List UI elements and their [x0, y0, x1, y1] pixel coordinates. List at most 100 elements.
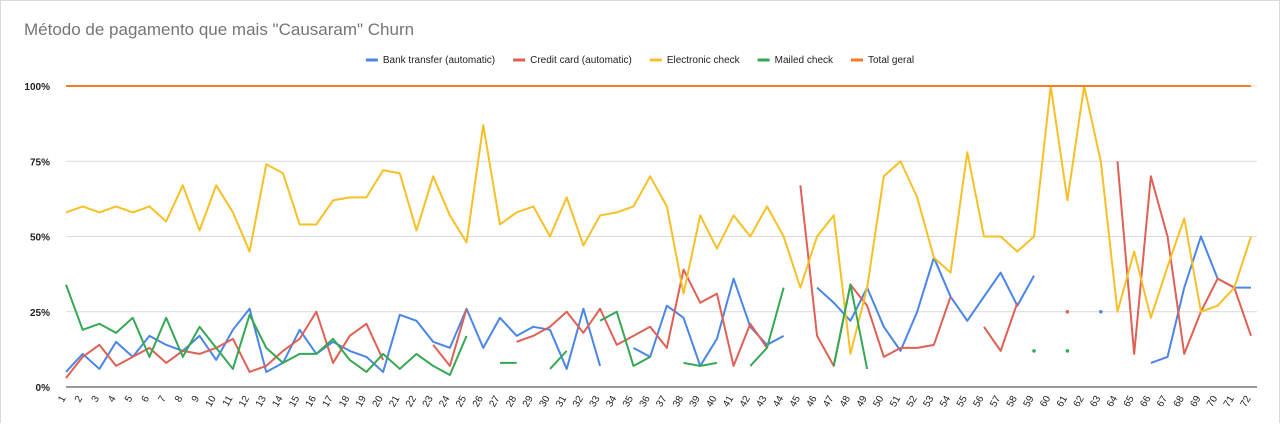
legend-label: Electronic check: [667, 55, 741, 66]
x-tick-label: 60: [1038, 394, 1053, 410]
data-point: [1065, 349, 1070, 353]
x-tick-label: 8: [173, 394, 186, 405]
x-tick-label: 52: [905, 394, 920, 410]
x-tick-label: 69: [1188, 394, 1203, 410]
series-line-segment: [983, 302, 1019, 352]
series-lines: [65, 85, 1252, 379]
x-tick-label: 9: [190, 394, 203, 405]
x-tick-label: 15: [287, 394, 302, 410]
y-tick-label: 25%: [30, 308, 50, 319]
legend-label: Mailed check: [775, 55, 834, 66]
x-tick-label: 5: [123, 394, 136, 405]
x-tick-label: 20: [371, 394, 386, 410]
legend-item: Total geral: [851, 55, 914, 66]
x-tick-label: 21: [387, 394, 402, 410]
x-tick-label: 70: [1205, 394, 1220, 410]
x-tick-label: 45: [788, 394, 803, 410]
x-tick-label: 18: [337, 394, 352, 410]
legend-label: Bank transfer (automatic): [383, 55, 495, 66]
x-tick-label: 32: [571, 394, 586, 410]
x-tick-label: 56: [971, 394, 986, 410]
x-tick-label: 19: [354, 394, 369, 410]
legend: Bank transfer (automatic) Credit card (au…: [365, 55, 914, 66]
gridlines: [66, 85, 1257, 388]
x-tick-label: 33: [588, 394, 603, 410]
series-line-segment: [599, 310, 651, 367]
x-tick-label: 28: [504, 394, 519, 410]
x-tick-label: 30: [538, 394, 553, 410]
series-line-segment: [516, 268, 768, 367]
legend-item: Credit card (automatic): [513, 55, 632, 66]
series-1: [65, 161, 1252, 379]
x-tick-label: 57: [988, 394, 1003, 410]
x-tick-label: 46: [805, 394, 820, 410]
x-tick-label: 4: [106, 394, 119, 405]
x-tick-label: 40: [704, 394, 719, 410]
x-tick-label: 48: [838, 394, 853, 410]
x-tick-label: 12: [237, 394, 252, 410]
x-tick-label: 59: [1022, 394, 1037, 410]
series-line-segment: [749, 287, 785, 367]
series-line-segment: [832, 283, 869, 370]
x-tick-label: 65: [1122, 394, 1137, 410]
series-line-segment: [65, 307, 602, 373]
series-2: [65, 85, 1252, 355]
x-tick-label: 71: [1222, 394, 1237, 410]
series-line-segment: [683, 361, 718, 367]
x-tick-label: 23: [421, 394, 436, 410]
series-line-segment: [816, 256, 1035, 352]
x-tick-label: 66: [1138, 394, 1153, 410]
x-tick-label: 13: [254, 394, 269, 410]
x-tick-label: 34: [604, 394, 619, 410]
x-tick-label: 39: [688, 394, 703, 410]
x-tick-label: 50: [871, 394, 886, 410]
x-tick-label: 29: [521, 394, 536, 410]
x-tick-label: 17: [321, 394, 336, 410]
data-point: [1098, 309, 1103, 314]
x-tick-label: 62: [1072, 394, 1087, 410]
x-tick-label: 25: [454, 394, 469, 410]
legend-item: Electronic check: [649, 55, 741, 66]
x-tick-label: 31: [554, 394, 569, 410]
x-tick-label: 43: [754, 394, 769, 410]
y-axis-ticks: 0% 25% 50% 75% 100%: [24, 82, 50, 394]
legend-label: Total geral: [868, 55, 914, 66]
x-tick-label: 27: [487, 394, 502, 410]
x-tick-label: 6: [140, 394, 153, 405]
x-tick-label: 41: [721, 394, 736, 410]
x-tick-label: 44: [771, 394, 786, 410]
x-tick-label: 49: [855, 394, 870, 410]
legend-item: Bank transfer (automatic): [365, 55, 495, 66]
x-tick-label: 58: [1005, 394, 1020, 410]
x-tick-label: 7: [156, 394, 169, 405]
x-tick-label: 38: [671, 394, 686, 410]
x-tick-label: 22: [404, 394, 419, 410]
y-tick-label: 100%: [24, 82, 50, 93]
x-axis-ticks: 1 2 3 4 5 6 7 8 9 10 11 12 13 14 15 16 17 18 19 20 21 22 23 24 2…: [56, 394, 1254, 410]
data-point: [1065, 309, 1070, 314]
chart-title: Método de pagamento que mais "Causaram" …: [24, 20, 415, 39]
series-line-segment: [1150, 235, 1251, 364]
series-line-segment: [65, 85, 1252, 355]
x-tick-label: 24: [437, 394, 452, 410]
x-tick-label: 53: [921, 394, 936, 410]
legend-item: Mailed check: [757, 55, 834, 66]
x-tick-label: 10: [204, 394, 219, 410]
series-line-segment: [799, 185, 952, 367]
x-tick-label: 54: [938, 394, 953, 410]
x-tick-label: 55: [955, 394, 970, 410]
x-tick-label: 64: [1105, 394, 1120, 410]
series-line-segment: [432, 308, 468, 367]
series-line-segment: [65, 284, 468, 376]
data-point: [1032, 349, 1036, 353]
x-tick-label: 3: [90, 394, 103, 405]
x-tick-label: 67: [1155, 394, 1170, 410]
y-tick-label: 50%: [30, 233, 50, 244]
series-3: [65, 283, 1070, 376]
x-tick-label: 36: [638, 394, 653, 410]
y-tick-label: 0%: [36, 383, 51, 394]
x-tick-label: 68: [1172, 394, 1187, 410]
x-tick-label: 63: [1088, 394, 1103, 410]
x-tick-label: 35: [621, 394, 636, 410]
